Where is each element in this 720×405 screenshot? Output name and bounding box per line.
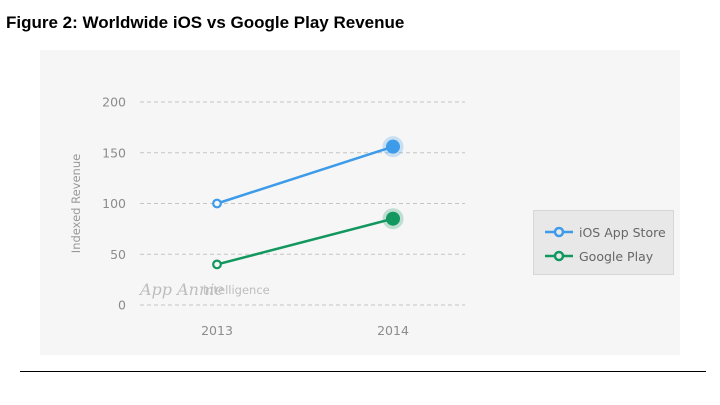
legend-item-ios: iOS App Store xyxy=(544,222,666,242)
legend-swatch-ios-icon xyxy=(545,226,573,238)
legend: iOS App Store Google Play xyxy=(533,210,674,275)
line-chart: 0 50 100 150 200 2013 2014 Indexed Revenue App A… xyxy=(69,95,465,338)
series-line-0 xyxy=(216,145,394,205)
data-point xyxy=(386,211,400,226)
y-axis-title: Indexed Revenue xyxy=(69,154,83,253)
y-tick-label: 0 xyxy=(118,298,126,313)
figure-title: Figure 2: Worldwide iOS vs Google Play R… xyxy=(6,13,405,32)
divider-line xyxy=(20,371,706,372)
y-tick-label: 200 xyxy=(102,95,126,110)
legend-label-ios: iOS App Store xyxy=(579,224,666,240)
data-point xyxy=(212,198,222,209)
watermark-brand: App Annie xyxy=(138,280,224,299)
x-tick-label: 2014 xyxy=(377,323,409,338)
legend-item-google-play: Google Play xyxy=(544,246,653,266)
data-point xyxy=(212,259,222,270)
y-tick-label: 100 xyxy=(102,196,126,211)
data-point xyxy=(386,139,400,154)
y-tick-label: 150 xyxy=(102,145,126,160)
watermark-product: intelligence xyxy=(203,283,270,297)
chart-panel: 0 50 100 150 200 2013 2014 Indexed Revenue App A… xyxy=(40,50,680,355)
series-line-1 xyxy=(216,217,394,266)
x-tick-label: 2013 xyxy=(201,323,233,338)
legend-swatch-google-play-icon xyxy=(545,250,573,262)
y-tick-label: 50 xyxy=(110,247,126,262)
legend-label-google-play: Google Play xyxy=(579,248,654,264)
